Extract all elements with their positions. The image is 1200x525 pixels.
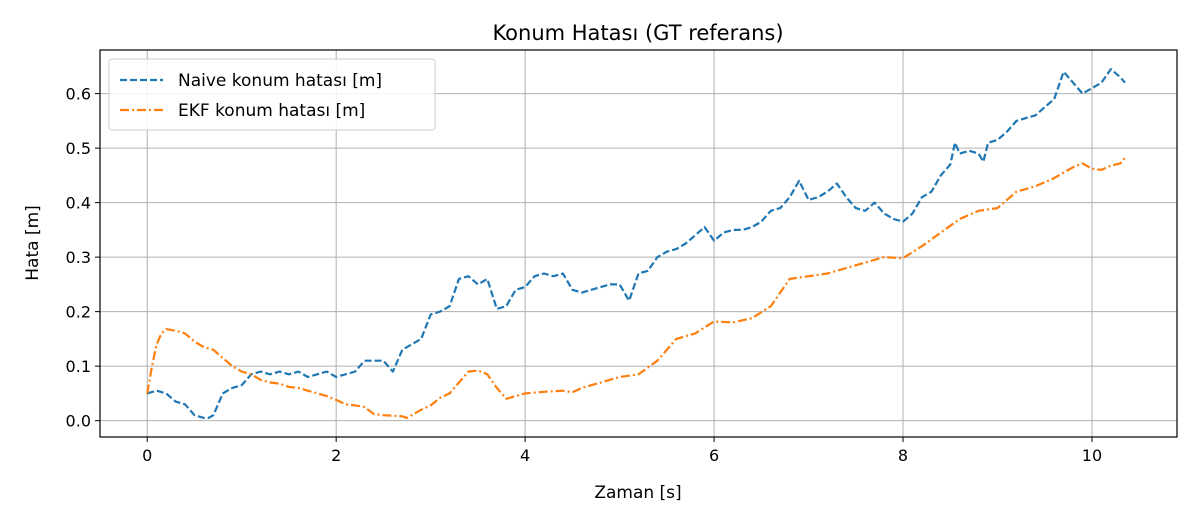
series-line-1	[146, 157, 1126, 419]
legend-box	[108, 58, 436, 131]
x-tick-label: 8	[898, 446, 908, 465]
y-tick-label: 0.2	[66, 303, 91, 322]
y-axis: 0.0 0.1 0.2 0.3 0.4 0.5 0.6	[66, 85, 100, 431]
legend-label-0: Naive konum hatası [m]	[178, 71, 382, 91]
plot-frame	[99, 49, 1178, 438]
y-tick-label: 0.3	[66, 248, 91, 267]
y-axis-label: Hata [m]	[23, 205, 43, 281]
x-tick-label: 6	[709, 446, 719, 465]
x-tick-label: 10	[1082, 446, 1102, 465]
y-tick-label: 0.6	[66, 85, 91, 104]
series-line-0	[146, 67, 1126, 419]
x-tick-label: 2	[331, 446, 341, 465]
y-tick-label: 0.1	[66, 357, 91, 376]
x-tick-label: 4	[520, 446, 530, 465]
x-axis: 0 2 4 6 8 10	[142, 437, 1102, 465]
y-tick-label: 0.5	[66, 139, 91, 158]
y-tick-label: 0.0	[66, 412, 91, 431]
legend: Naive konum hatası [m] EKF konum hatası […	[108, 58, 436, 131]
plot-area	[146, 67, 1126, 419]
chart-title: Konum Hatası (GT referans)	[492, 21, 783, 45]
grid	[100, 50, 1177, 437]
legend-label-1: EKF konum hatası [m]	[178, 101, 365, 121]
x-tick-label: 0	[142, 446, 152, 465]
x-axis-label: Zaman [s]	[594, 483, 681, 503]
y-tick-label: 0.4	[66, 194, 91, 213]
